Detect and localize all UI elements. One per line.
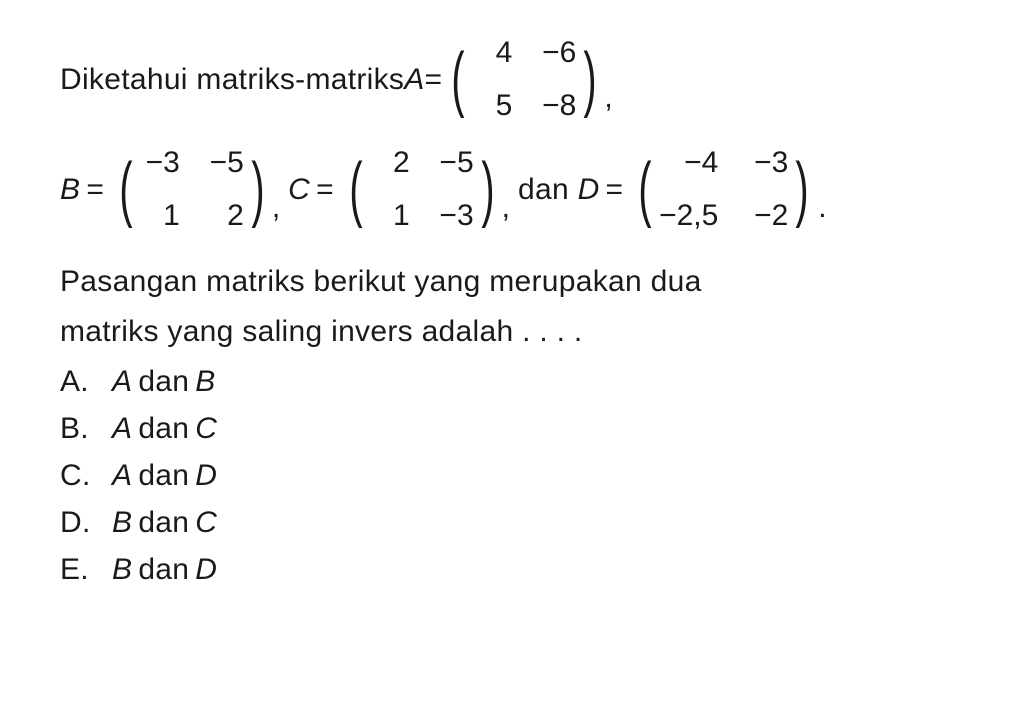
equals-A: = [425, 57, 443, 102]
paren-right: ) [796, 153, 809, 225]
option-B: B. A dan C [60, 406, 974, 451]
matrix-cell: 5 [472, 83, 512, 128]
equals-B: = [86, 167, 104, 212]
matrix-C-cells: 2 −5 1 −3 [368, 140, 476, 238]
option-dan: dan [138, 547, 189, 592]
dan-text: dan [518, 167, 569, 212]
paren-right: ) [251, 153, 264, 225]
option-var1: A [112, 406, 132, 451]
matrix-cell: −6 [536, 30, 576, 75]
matrix-cell: 4 [472, 30, 512, 75]
option-var1: B [112, 500, 132, 545]
matrix-B: ( −3 −5 1 2 ) [114, 140, 270, 238]
option-C: C. A dan D [60, 453, 974, 498]
option-letter: B. [60, 406, 112, 451]
var-D: D [578, 167, 600, 212]
option-dan: dan [138, 453, 189, 498]
matrix-cell: 1 [140, 193, 180, 238]
period: . [818, 185, 826, 230]
option-var1: A [112, 359, 132, 404]
second-line: B = ( −3 −5 1 2 ) , C = ( 2 −5 1 −3 ) , [60, 140, 974, 238]
matrix-cell: −3 [434, 193, 474, 238]
option-var2: C [195, 500, 217, 545]
matrix-A: ( 4 −6 5 −8 ) [446, 30, 602, 128]
option-letter: A. [60, 359, 112, 404]
options-list: A. A dan B B. A dan C C. A dan D D. B da… [60, 359, 974, 592]
matrix-cell: −5 [204, 140, 244, 185]
matrix-cell: −8 [536, 83, 576, 128]
paren-left: ( [349, 153, 362, 225]
option-var1: B [112, 547, 132, 592]
paren-left: ( [452, 43, 465, 115]
matrix-D: ( −4 −3 −2,5 −2 ) [633, 140, 814, 238]
intro-prefix: Diketahui matriks-matriks [60, 57, 404, 102]
option-letter: C. [60, 453, 112, 498]
option-var2: D [195, 547, 217, 592]
option-var2: B [195, 359, 215, 404]
option-A: A. A dan B [60, 359, 974, 404]
matrix-A-cells: 4 −6 5 −8 [470, 30, 578, 128]
problem-content: Diketahui matriks-matriks A = ( 4 −6 5 −… [60, 30, 974, 592]
option-dan: dan [138, 359, 189, 404]
matrix-cell: −3 [748, 140, 788, 185]
comma: , [502, 185, 510, 230]
paren-right: ) [584, 43, 597, 115]
var-C: C [288, 167, 310, 212]
matrix-cell: −2 [748, 193, 788, 238]
option-letter: D. [60, 500, 112, 545]
matrix-cell: 1 [370, 193, 410, 238]
matrix-cell: −3 [140, 140, 180, 185]
matrix-cell: −2,5 [659, 193, 718, 238]
equals-C: = [316, 167, 334, 212]
paren-left: ( [638, 153, 651, 225]
var-A: A [404, 57, 424, 102]
matrix-cell: 2 [204, 193, 244, 238]
option-dan: dan [138, 406, 189, 451]
matrix-C: ( 2 −5 1 −3 ) [344, 140, 500, 238]
question-line2: matriks yang saling invers adalah . . . … [60, 310, 974, 354]
matrix-cell: 2 [370, 140, 410, 185]
comma: , [604, 75, 612, 120]
option-var2: D [195, 453, 217, 498]
option-D: D. B dan C [60, 500, 974, 545]
intro-line: Diketahui matriks-matriks A = ( 4 −6 5 −… [60, 30, 974, 128]
option-var1: A [112, 453, 132, 498]
option-dan: dan [138, 500, 189, 545]
matrix-cell: −4 [659, 140, 718, 185]
option-var2: C [195, 406, 217, 451]
question-line1: Pasangan matriks berikut yang merupakan … [60, 260, 974, 304]
matrix-D-cells: −4 −3 −2,5 −2 [657, 140, 790, 238]
matrix-B-cells: −3 −5 1 2 [138, 140, 246, 238]
matrix-cell: −5 [434, 140, 474, 185]
paren-right: ) [481, 153, 494, 225]
option-letter: E. [60, 547, 112, 592]
paren-left: ( [119, 153, 132, 225]
var-B: B [60, 167, 80, 212]
comma: , [272, 185, 280, 230]
equals-D: = [606, 167, 624, 212]
option-E: E. B dan D [60, 547, 974, 592]
